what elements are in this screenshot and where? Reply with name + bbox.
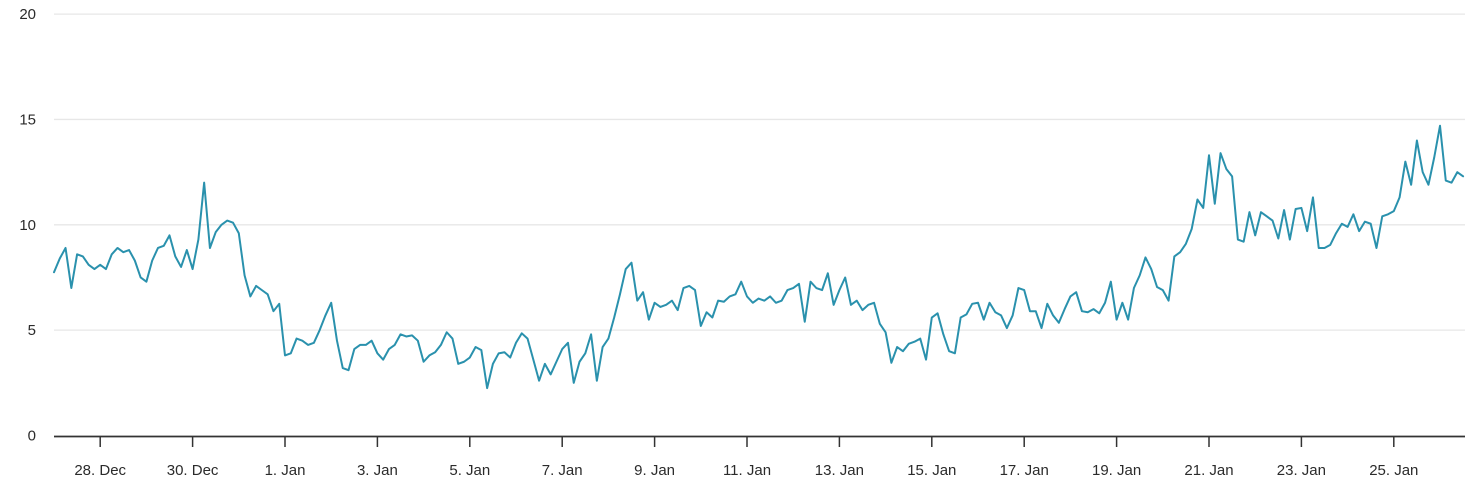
x-axis-label: 28. Dec: [74, 462, 126, 479]
x-axis-label: 21. Jan: [1184, 462, 1233, 479]
y-axis-label: 0: [28, 428, 36, 445]
y-axis-label: 10: [19, 217, 36, 234]
x-axis-label: 17. Jan: [1000, 462, 1049, 479]
x-axis-label: 25. Jan: [1369, 462, 1418, 479]
y-axis-label: 5: [28, 322, 36, 339]
y-axis-label: 20: [19, 6, 36, 23]
x-axis-label: 3. Jan: [357, 462, 398, 479]
x-axis-label: 19. Jan: [1092, 462, 1141, 479]
x-axis-label: 23. Jan: [1277, 462, 1326, 479]
x-axis-label: 5. Jan: [449, 462, 490, 479]
x-axis-label: 7. Jan: [542, 462, 583, 479]
x-axis-label: 30. Dec: [167, 462, 219, 479]
y-axis-label: 15: [19, 111, 36, 128]
series-line[interactable]: [53, 124, 1465, 390]
x-axis-label: 9. Jan: [634, 462, 675, 479]
x-axis-label: 1. Jan: [265, 462, 306, 479]
x-axis-label: 11. Jan: [723, 462, 771, 479]
x-axis-label: 13. Jan: [815, 462, 864, 479]
x-axis-label: 15. Jan: [907, 462, 956, 479]
